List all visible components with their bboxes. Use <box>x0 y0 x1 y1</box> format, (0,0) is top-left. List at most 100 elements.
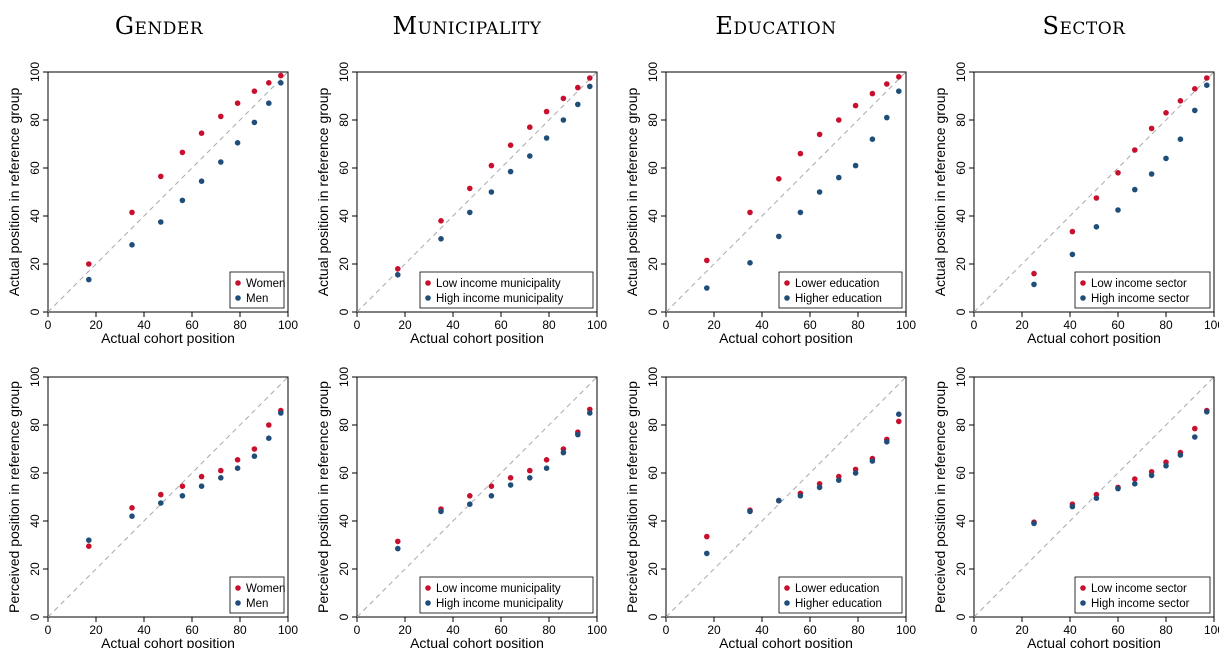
data-point-series-1 <box>1115 170 1121 176</box>
y-tick-label: 80 <box>646 113 660 127</box>
x-tick-label: 100 <box>1204 623 1219 637</box>
x-tick-label: 0 <box>663 623 670 637</box>
legend-label: Low income municipality <box>436 583 561 595</box>
x-tick-label: 40 <box>137 318 151 332</box>
diagonal-reference-line <box>665 376 907 618</box>
data-point-series-2 <box>797 493 804 499</box>
y-tick-label: 80 <box>28 418 42 432</box>
legend-label: Low income sector <box>1091 278 1187 290</box>
y-tick-label: 0 <box>337 308 351 315</box>
legend-box <box>1074 576 1211 614</box>
legend-label: Low income municipality <box>436 278 561 290</box>
data-point-series-2 <box>527 475 533 481</box>
data-point-series-1 <box>507 475 514 481</box>
x-tick-label: 80 <box>1159 623 1173 637</box>
data-point-series-2 <box>543 465 550 472</box>
data-point-series-2 <box>218 475 224 481</box>
legend-marker <box>235 585 241 591</box>
y-axis-title: Perceived position in reference group <box>6 381 22 613</box>
x-tick-label: 60 <box>1111 623 1125 637</box>
x-tick-label: 20 <box>398 623 412 637</box>
x-axis-title: Actual cohort position <box>101 635 235 648</box>
data-point-series-2 <box>896 411 902 418</box>
y-tick-label: 80 <box>954 418 968 432</box>
data-point-series-1 <box>438 218 444 224</box>
data-point-series-1 <box>278 72 284 79</box>
x-axis-title: Actual cohort position <box>410 635 544 648</box>
legend-label: Lower education <box>795 278 879 290</box>
data-point-series-1 <box>704 257 710 264</box>
plot-frame <box>973 71 1215 313</box>
y-tick-label: 100 <box>337 367 351 387</box>
data-point-series-1 <box>218 113 224 120</box>
data-point-series-1 <box>129 209 135 216</box>
x-axis-title: Actual cohort position <box>719 330 853 346</box>
x-tick-label: 60 <box>1111 318 1125 332</box>
x-tick-label: 100 <box>278 318 298 332</box>
x-tick-label: 80 <box>1159 318 1173 332</box>
y-tick-label: 80 <box>337 418 351 432</box>
chart-panel-7: 0 20 40 60 80 100 0 20 40 60 80 100 Actual cohort po… <box>624 367 916 648</box>
y-tick-label: 60 <box>646 466 660 480</box>
y-tick-label: 40 <box>954 514 968 528</box>
y-tick-label: 60 <box>337 161 351 175</box>
x-tick-label: 40 <box>755 623 769 637</box>
data-point-series-2 <box>869 136 876 142</box>
data-point-series-2 <box>1177 452 1184 458</box>
legend-marker <box>425 280 431 286</box>
data-point-series-1 <box>587 75 593 81</box>
y-tick-label: 100 <box>28 367 42 387</box>
data-point-series-2 <box>179 197 186 204</box>
x-tick-label: 100 <box>1204 318 1219 332</box>
y-tick-label: 80 <box>337 113 351 127</box>
legend: Low income sector High income sector <box>1074 576 1211 614</box>
legend-box <box>229 576 285 614</box>
x-tick-label: 0 <box>45 318 52 332</box>
y-tick-label: 100 <box>954 62 968 82</box>
data-point-series-2 <box>884 114 890 121</box>
x-tick-label: 0 <box>971 623 978 637</box>
y-tick-label: 60 <box>28 161 42 175</box>
y-tick-label: 20 <box>337 257 351 271</box>
y-tick-label: 80 <box>646 418 660 432</box>
column-title-education: Education <box>715 12 837 40</box>
y-tick-label: 40 <box>646 514 660 528</box>
plot-frame <box>356 71 598 313</box>
data-point-series-2 <box>575 431 581 438</box>
diagonal-reference-line <box>47 71 289 313</box>
data-point-series-1 <box>560 95 567 102</box>
data-point-series-2 <box>816 189 823 195</box>
data-point-series-1 <box>527 467 533 474</box>
data-point-series-1 <box>395 266 401 272</box>
legend-marker <box>235 600 241 606</box>
chart-panel-2: 0 20 40 60 80 100 0 20 40 60 80 100 Actual cohort po… <box>315 62 607 346</box>
data-point-series-2 <box>587 83 593 90</box>
y-tick-label: 0 <box>646 308 660 315</box>
y-axis-title: Perceived position in reference group <box>932 381 948 613</box>
y-tick-label: 20 <box>28 257 42 271</box>
column-title-municipality: Municipality <box>392 12 542 40</box>
data-point-series-2 <box>488 189 495 195</box>
data-point-series-2 <box>198 483 205 490</box>
data-point-series-1 <box>488 162 495 169</box>
data-point-series-2 <box>1192 107 1198 114</box>
data-point-series-2 <box>234 465 241 472</box>
y-tick-label: 100 <box>337 62 351 82</box>
data-point-series-2 <box>836 174 842 181</box>
y-axis-title: Actual position in reference group <box>932 88 948 297</box>
data-point-series-2 <box>543 135 550 141</box>
x-tick-label: 20 <box>398 318 412 332</box>
data-point-series-1 <box>704 533 710 540</box>
y-tick-label: 20 <box>646 257 660 271</box>
legend-label: Higher education <box>795 598 882 610</box>
data-point-series-2 <box>1132 186 1138 193</box>
legend-label: High income sector <box>1091 598 1190 610</box>
data-point-series-2 <box>278 410 284 416</box>
data-point-series-1 <box>251 446 258 452</box>
x-tick-label: 100 <box>587 318 607 332</box>
chart-panel-3: 0 20 40 60 80 100 0 20 40 60 80 100 Actual cohort po… <box>624 62 916 346</box>
diagonal-reference-line <box>973 376 1215 618</box>
data-point-series-1 <box>218 467 224 474</box>
y-tick-label: 20 <box>28 562 42 576</box>
data-point-series-1 <box>266 80 272 86</box>
